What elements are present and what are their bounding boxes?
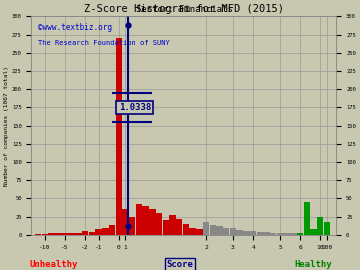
Bar bbox=[223, 228, 229, 235]
Text: ©www.textbiz.org: ©www.textbiz.org bbox=[37, 23, 112, 32]
Bar bbox=[196, 229, 203, 235]
Bar bbox=[109, 225, 115, 235]
Bar bbox=[237, 230, 243, 235]
Bar bbox=[116, 38, 122, 235]
Bar bbox=[270, 233, 276, 235]
Bar bbox=[290, 234, 297, 235]
Text: 1.0338: 1.0338 bbox=[119, 103, 151, 112]
Bar bbox=[277, 233, 283, 235]
Bar bbox=[210, 225, 216, 235]
Bar bbox=[243, 231, 249, 235]
Bar bbox=[303, 202, 310, 235]
Bar bbox=[89, 232, 95, 235]
Bar bbox=[250, 231, 256, 235]
Bar bbox=[317, 217, 324, 235]
Bar bbox=[283, 234, 290, 235]
Bar bbox=[142, 206, 149, 235]
Text: Healthy: Healthy bbox=[294, 260, 332, 269]
Text: Unhealthy: Unhealthy bbox=[30, 260, 78, 269]
Bar bbox=[48, 234, 55, 235]
Bar bbox=[82, 231, 88, 235]
Bar bbox=[122, 210, 129, 235]
Bar bbox=[62, 234, 68, 235]
Bar bbox=[216, 226, 223, 235]
Bar bbox=[263, 232, 270, 235]
Bar bbox=[102, 228, 108, 235]
Bar bbox=[35, 234, 41, 235]
Bar bbox=[257, 232, 263, 235]
Text: The Research Foundation of SUNY: The Research Foundation of SUNY bbox=[37, 40, 169, 46]
Text: Score: Score bbox=[167, 260, 193, 269]
Bar bbox=[42, 234, 48, 235]
Bar bbox=[129, 217, 135, 235]
Bar bbox=[75, 233, 82, 235]
Bar bbox=[169, 214, 176, 235]
Text: Sector: Financials: Sector: Financials bbox=[135, 5, 232, 14]
Bar bbox=[162, 220, 169, 235]
Bar bbox=[156, 213, 162, 235]
Bar bbox=[95, 229, 102, 235]
Bar bbox=[203, 222, 209, 235]
Bar bbox=[149, 210, 156, 235]
Title: Z-Score Histogram for MFD (2015): Z-Score Histogram for MFD (2015) bbox=[84, 4, 284, 14]
Bar bbox=[55, 234, 62, 235]
Bar bbox=[183, 224, 189, 235]
Bar bbox=[189, 228, 196, 235]
Bar bbox=[297, 233, 303, 235]
Bar bbox=[324, 222, 330, 235]
Bar bbox=[176, 219, 183, 235]
Bar bbox=[68, 234, 75, 235]
Bar bbox=[136, 204, 142, 235]
Bar bbox=[310, 229, 317, 235]
Y-axis label: Number of companies (1067 total): Number of companies (1067 total) bbox=[4, 66, 9, 185]
Bar bbox=[230, 228, 236, 235]
